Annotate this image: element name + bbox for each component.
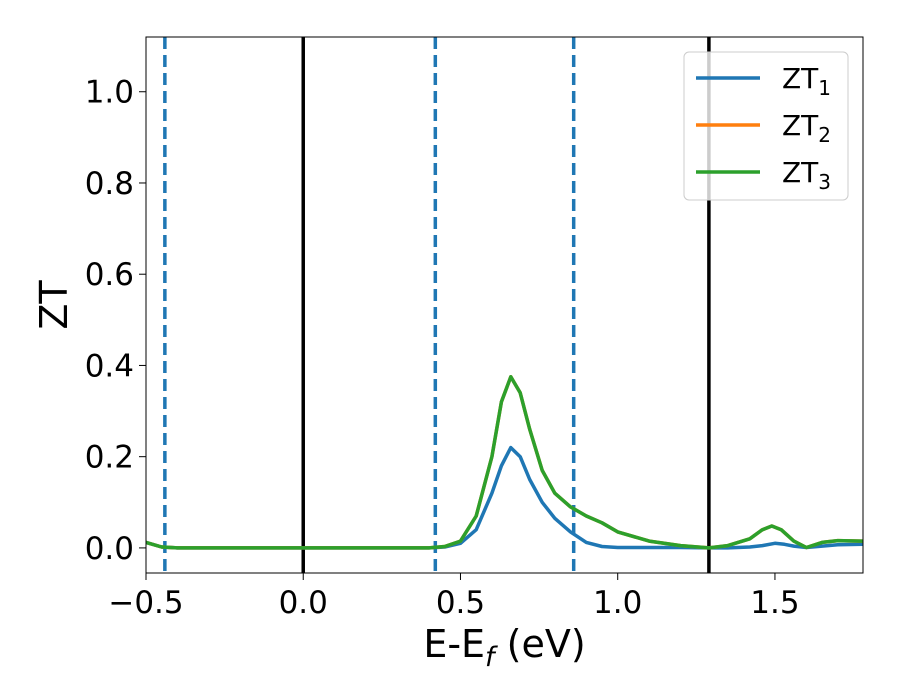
x-tick-label-3: 1.0 (593, 585, 642, 621)
x-tick-label-1: 0.0 (279, 585, 328, 621)
y-axis-title: ZT (32, 280, 76, 330)
y-tick-label-0: 0.0 (85, 531, 134, 567)
y-tick-label-1: 0.2 (85, 440, 134, 476)
legend: ZT1 ZT2 ZT3 (683, 51, 849, 201)
x-tick-label-4: 1.5 (750, 585, 799, 621)
x-tick-label-2: 0.5 (436, 585, 485, 621)
y-axis-ticks: 0.0 0.2 0.4 0.6 0.8 1.0 (85, 75, 146, 567)
legend-label-1: ZT1 (782, 62, 831, 100)
y-tick-label-2: 0.4 (85, 348, 134, 384)
legend-label-3: ZT3 (782, 156, 831, 194)
legend-box (683, 51, 849, 201)
y-tick-label-5: 1.0 (85, 75, 134, 111)
x-axis-ticks: −0.5 0.0 0.5 1.0 1.5 (108, 573, 800, 621)
x-axis-title: E-Ef (eV) (423, 622, 585, 673)
x-tick-label-0: −0.5 (108, 585, 183, 621)
plot-frame (145, 36, 864, 574)
series-lines (146, 375, 863, 550)
series-line-3 (146, 375, 863, 550)
y-tick-label-3: 0.6 (85, 257, 134, 293)
reference-lines (163, 37, 711, 573)
legend-label-2: ZT2 (782, 109, 831, 147)
y-tick-label-4: 0.8 (85, 166, 134, 202)
